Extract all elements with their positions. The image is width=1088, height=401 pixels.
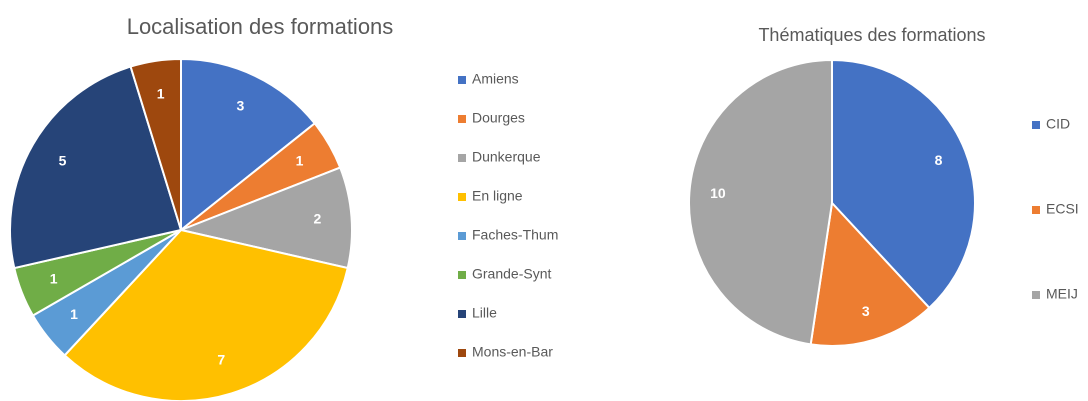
data-label: 3	[236, 97, 244, 113]
legend-swatch	[458, 349, 466, 357]
legend-swatch	[458, 271, 466, 279]
pie-slice	[63, 228, 349, 401]
pie-slice	[177, 166, 353, 270]
legend-swatch	[458, 76, 466, 84]
legend-swatch	[458, 115, 466, 123]
data-label: 1	[70, 306, 78, 322]
data-label: 3	[862, 303, 870, 319]
legend-swatch	[1032, 291, 1040, 299]
data-label: 2	[314, 210, 322, 226]
legend-label: Lille	[472, 305, 497, 321]
pie-slice	[129, 57, 182, 231]
legend-label: Amiens	[472, 71, 519, 87]
data-label: 5	[59, 152, 67, 168]
legend-label: Dunkerque	[472, 149, 541, 165]
legend-swatch	[458, 193, 466, 201]
legend-label: En ligne	[472, 188, 523, 204]
pie-slice	[831, 58, 976, 310]
legend-swatch	[458, 310, 466, 318]
legend-label: CID	[1046, 116, 1070, 132]
data-label: 1	[296, 152, 304, 168]
legend-label: Mons-en-Bar	[472, 344, 553, 360]
data-label: 1	[50, 271, 58, 287]
legend-swatch	[458, 232, 466, 240]
pie-slice	[9, 65, 183, 270]
legend-swatch	[1032, 206, 1040, 214]
data-label: 10	[710, 185, 726, 201]
legend-label: Grande-Synt	[472, 266, 551, 282]
chart-title: Thématiques des formations	[758, 25, 985, 45]
chart-title: Localisation des formations	[127, 14, 394, 39]
legend-swatch	[1032, 121, 1040, 129]
pie-slice	[809, 200, 931, 347]
data-label: 8	[935, 152, 943, 168]
legend-label: ECSI	[1046, 201, 1079, 217]
data-label: 7	[217, 351, 225, 367]
pie-slice	[180, 57, 317, 233]
pie-slice	[688, 58, 833, 346]
legend-label: Faches-Thum	[472, 227, 558, 243]
legend-swatch	[458, 154, 466, 162]
data-label: 1	[157, 85, 165, 101]
legend-label: Dourges	[472, 110, 525, 126]
legend-label: MEIJ	[1046, 286, 1078, 302]
